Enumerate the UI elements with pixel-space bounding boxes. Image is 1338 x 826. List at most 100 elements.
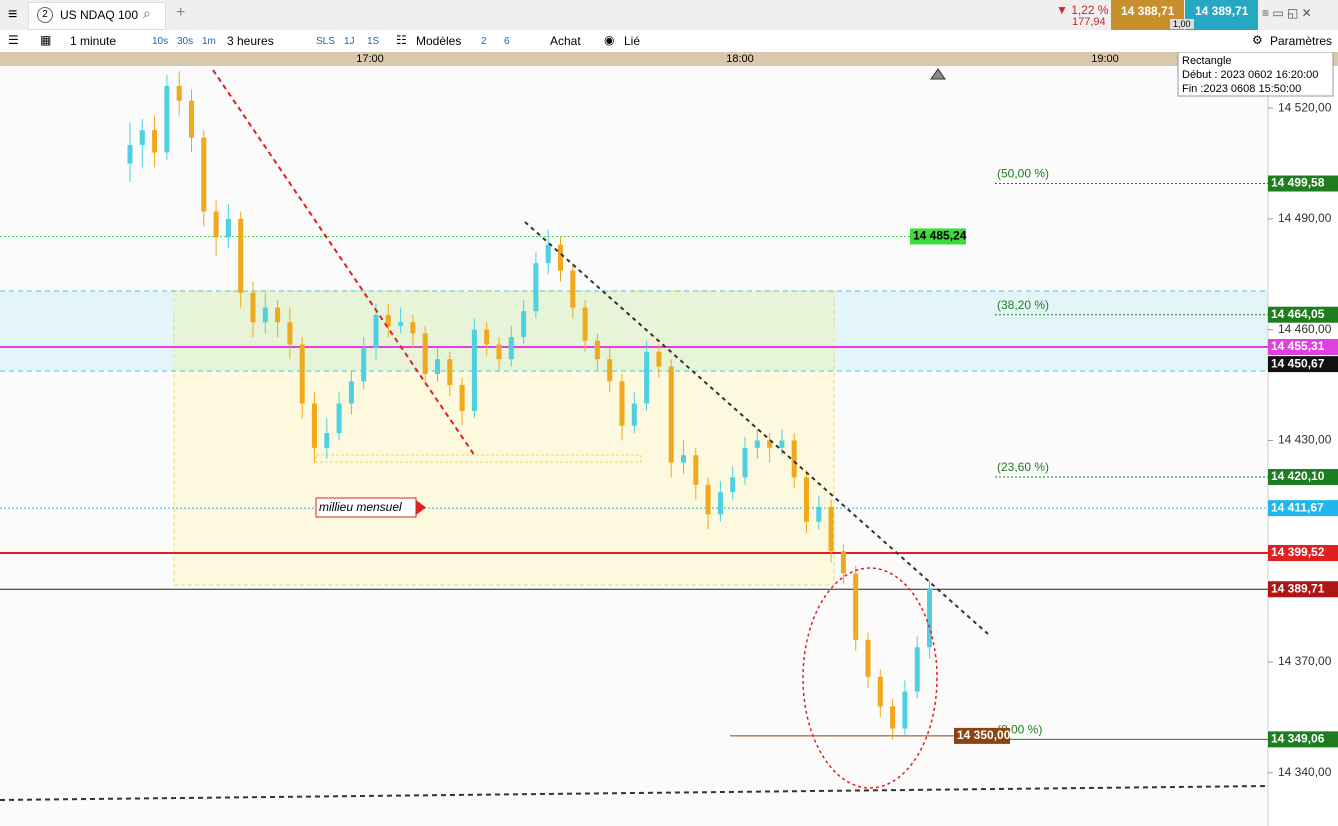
tooltip-end: Fin :2023 0608 15:50:00 (1182, 83, 1301, 95)
templates[interactable]: Modèles (416, 34, 462, 48)
time-label: 17:00 (356, 53, 384, 65)
candle-body (152, 130, 158, 153)
period[interactable]: SLS (316, 36, 335, 47)
candle-body (238, 218, 244, 293)
level-label-box (954, 727, 1010, 744)
toolbar-6[interactable]: 6 (504, 36, 510, 47)
candle-body (668, 366, 674, 463)
candle-body (213, 211, 219, 238)
candle-body (594, 340, 600, 360)
small-rectangle (315, 454, 642, 463)
candle-body (348, 381, 354, 404)
spread: 1,00 (1170, 19, 1194, 29)
candle-body (779, 440, 785, 448)
list-icon[interactable]: ☰ (8, 33, 19, 47)
layout-icon[interactable]: ▦ (40, 33, 52, 47)
candle-body (705, 484, 711, 515)
ask: 14 389,71 (1195, 4, 1249, 18)
level-label-box (1268, 731, 1338, 748)
time-axis (0, 52, 1338, 66)
link[interactable]: Lié (624, 34, 641, 48)
level-label: 14 411,67 (1271, 500, 1324, 514)
level-label-box (1268, 338, 1338, 355)
period[interactable]: 1J (344, 36, 355, 47)
candle-body (890, 706, 896, 729)
candle-body (275, 307, 281, 323)
settings[interactable]: Paramètres (1270, 34, 1333, 48)
candle-body (533, 263, 539, 312)
y-tick-label: 14 340,00 (1278, 765, 1332, 779)
window-icons[interactable]: ≡ ▭ ◱ ✕ (1262, 6, 1312, 20)
level-label: 14 349,06 (1271, 732, 1325, 746)
candle-body (804, 477, 809, 522)
candle-body (435, 359, 440, 374)
candle-body (484, 329, 490, 345)
ask-box[interactable] (1185, 0, 1258, 30)
annotation: millieu mensuel (319, 500, 402, 514)
templates-icon: ☷ (396, 33, 407, 47)
top-bar: ≡ 2 US NDAQ 100 ⌕ + ▼ 1,22 % 177,94 14 3… (0, 0, 1338, 31)
level-label-box (1268, 469, 1338, 486)
candle-body (287, 322, 293, 345)
candle-body (225, 218, 231, 238)
fib-label: (23,60 %) (997, 460, 1049, 474)
candle-body (828, 506, 834, 552)
candle-body (410, 322, 416, 334)
candle-body (582, 307, 588, 341)
candle-body (681, 455, 686, 463)
tooltip (1177, 52, 1334, 97)
candle-body (865, 639, 871, 677)
time-label: 19:00 (1091, 53, 1119, 65)
candle-body (496, 344, 502, 360)
candle-body (877, 676, 883, 707)
level-label-box (1268, 500, 1338, 517)
candle-body (164, 85, 170, 153)
quick-interval[interactable]: 1m (202, 36, 216, 47)
level-label: 14 485,24 (913, 229, 967, 243)
buy[interactable]: Achat (550, 34, 581, 48)
tooltip-title: Rectangle (1182, 55, 1232, 67)
circle-annotation (802, 567, 938, 789)
candle-body (840, 551, 846, 574)
menu-icon[interactable]: ≡ (8, 6, 18, 23)
settings-icon: ⚙ (1252, 33, 1263, 47)
candle-body (262, 307, 268, 323)
period[interactable]: 1S (367, 36, 380, 47)
candle-body (693, 455, 699, 485)
instrument: US NDAQ 100 (60, 8, 139, 22)
toolbar-2[interactable]: 2 (481, 36, 487, 47)
tab-number: 2 (37, 7, 53, 23)
candle-body (459, 385, 465, 411)
trend-line (212, 69, 476, 457)
level-label-box (1268, 175, 1338, 192)
range[interactable]: 3 heures (227, 34, 274, 48)
candle-body (902, 691, 908, 729)
level-label: 14 499,58 (1271, 176, 1325, 190)
candle-body (139, 130, 145, 146)
candle-body (189, 100, 194, 138)
y-tick-label: 14 370,00 (1278, 654, 1332, 668)
y-tick-label: 14 430,00 (1278, 433, 1332, 447)
level-label-box (1268, 581, 1338, 598)
candle-body (127, 145, 133, 164)
candle-body (324, 433, 330, 448)
interval[interactable]: 1 minute (70, 34, 117, 48)
level-label: 14 389,71 (1271, 581, 1325, 595)
candle-body (754, 440, 760, 448)
add-tab[interactable]: + (176, 4, 186, 21)
candle-body (914, 647, 920, 692)
candle-body (853, 573, 859, 640)
chart: 17:00 18:00 19:00 14 520,00 14 490,00 14 4… (0, 52, 1338, 826)
link-icon: ◉ (604, 33, 615, 47)
y-tick-label: 14 490,00 (1278, 211, 1332, 225)
candle-body (385, 314, 391, 326)
candle-body (717, 492, 723, 515)
quick-interval[interactable]: 30s (177, 36, 194, 47)
quick-interval[interactable]: 10s (152, 36, 169, 47)
candle-body (373, 314, 379, 349)
bid: 14 388,71 (1121, 4, 1175, 18)
search-icon[interactable]: ⌕ (143, 5, 151, 21)
scroll-marker[interactable] (930, 68, 946, 80)
candle-body (508, 337, 514, 360)
